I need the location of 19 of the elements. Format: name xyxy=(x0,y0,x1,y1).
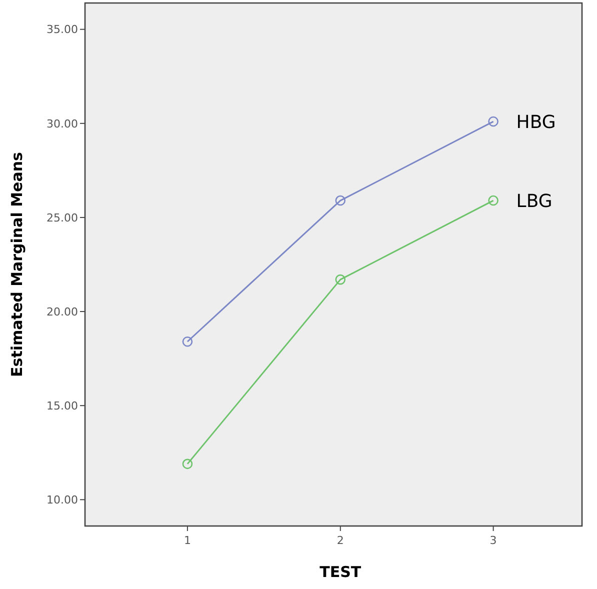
x-tick-label: 2 xyxy=(336,534,344,547)
point xyxy=(335,195,346,206)
point xyxy=(182,336,193,347)
series-label: LBG xyxy=(516,190,552,212)
y-tick-label: 30.00 xyxy=(46,117,78,130)
x-axis-title: TEST xyxy=(320,563,362,581)
point xyxy=(488,116,498,127)
y-tick-label: 35.00 xyxy=(46,23,78,36)
x-tick-label: 3 xyxy=(490,534,497,547)
y-axis-title: Estimated Marginal Means xyxy=(8,152,26,377)
y-tick-label: 20.00 xyxy=(46,305,78,318)
y-tick-label: 25.00 xyxy=(46,211,78,224)
point xyxy=(488,195,498,206)
y-tick-label: 10.00 xyxy=(46,494,78,507)
y-tick-label: 15.00 xyxy=(46,399,78,412)
x-tick-label: 1 xyxy=(184,534,191,547)
point xyxy=(182,458,193,470)
point xyxy=(335,274,346,285)
series-label: HBG xyxy=(516,112,556,133)
